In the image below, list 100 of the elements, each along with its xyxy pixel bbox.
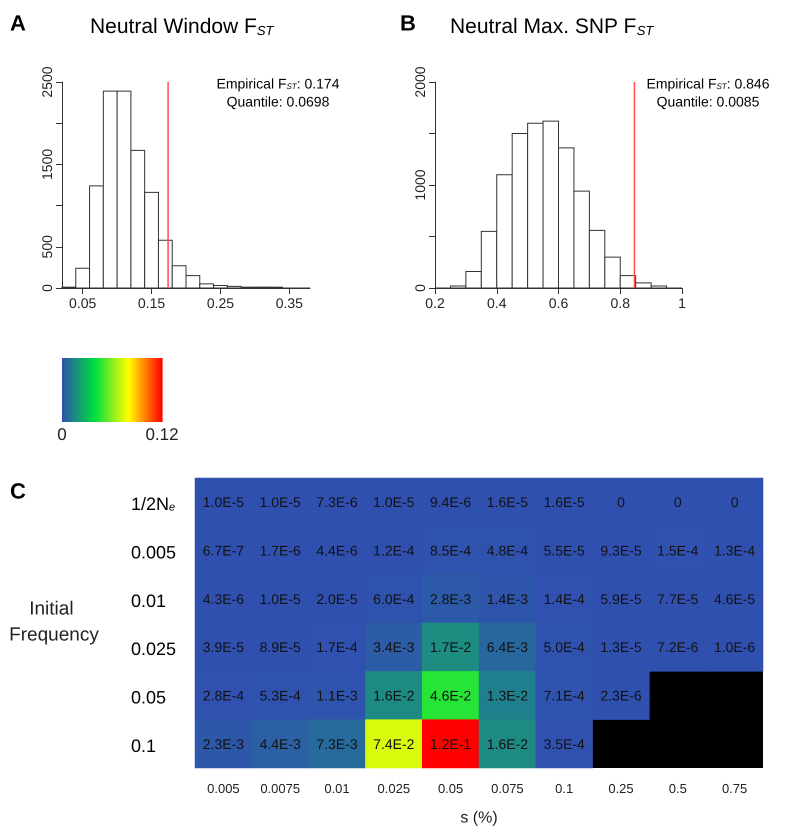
data-label: 1.6E-5 <box>544 494 586 510</box>
data-label: 2.0E-5 <box>316 590 358 607</box>
data-label: 1.5E-4 <box>657 542 699 558</box>
text: A <box>10 10 26 36</box>
x-tick-label: 0.0075 <box>260 781 300 796</box>
data-label: 3.5E-4 <box>544 736 586 752</box>
x-tick-label: 0.025 <box>378 781 410 796</box>
data-label: 1.7E-4 <box>316 639 358 656</box>
data-label: 0 <box>674 494 682 510</box>
chart-title: Neutral Window FST <box>90 15 275 38</box>
data-label: 1.7E-6 <box>260 542 302 558</box>
data-label: 1.3E-5 <box>600 639 642 656</box>
data-label: 1.2E-4 <box>373 542 415 558</box>
data-label: 7.4E-2 <box>373 736 415 752</box>
data-label: 2.3E-3 <box>202 736 244 752</box>
x-tick-label: 0.005 <box>207 781 240 796</box>
annotation: Empirical FST: 0.846 <box>646 76 770 92</box>
x-tick-label: 0.25 <box>206 295 234 311</box>
x-tick-label: 0.05 <box>438 781 464 796</box>
data-label: 9.4E-6 <box>430 494 472 510</box>
y-tick-label: 0 <box>412 284 428 292</box>
chart-title: Neutral Max. SNP FST <box>450 15 654 38</box>
data-label: 2.8E-3 <box>430 590 472 607</box>
data-label: 4.6E-2 <box>430 688 472 704</box>
y-tick-label: 0.005 <box>131 542 176 562</box>
data-label: 7.2E-6 <box>657 639 699 656</box>
x-tick-label: 0.4 <box>487 295 507 311</box>
data-label: 7.3E-3 <box>316 736 358 752</box>
data-label: 4.4E-6 <box>316 542 358 558</box>
data-label: 7.3E-6 <box>316 494 358 510</box>
data-label: 1.2E-1 <box>430 736 472 752</box>
data-label: 3.4E-3 <box>373 639 415 656</box>
data-label: 0 <box>617 494 626 510</box>
data-label: 1.0E-5 <box>202 494 244 510</box>
data-label: 0 <box>730 494 739 510</box>
y-tick-label: 500 <box>39 234 55 258</box>
x-tick-label: 0.6 <box>548 295 568 311</box>
data-label: 1.0E-5 <box>260 590 302 607</box>
text: C <box>10 478 26 504</box>
data-label: 1.4E-3 <box>486 590 528 607</box>
data-label: 1.7E-2 <box>430 639 472 656</box>
data-label: 7.1E-4 <box>544 688 586 704</box>
x-tick-label: 0.5 <box>668 781 687 796</box>
color-bar-label: 0 <box>57 425 67 444</box>
data-label: 1.3E-4 <box>714 542 756 558</box>
data-label: 1.0E-5 <box>260 494 302 510</box>
x-axis-title: s (%) <box>460 810 498 826</box>
data-label: 4.4E-3 <box>260 736 302 752</box>
data-label: 4.8E-4 <box>486 542 528 558</box>
data-label: 1.0E-5 <box>373 494 415 510</box>
x-tick-label: 1 <box>678 295 686 311</box>
y-tick-label: 0.025 <box>131 639 176 660</box>
x-tick-label: 0.2 <box>425 295 445 311</box>
y-axis-title: Initial Frequency <box>9 598 100 646</box>
data-label: 1.6E-2 <box>373 688 415 704</box>
annotation: Quantile: 0.0085 <box>656 94 760 110</box>
y-tick-label: 0.1 <box>131 736 156 756</box>
data-label: 1.0E-6 <box>714 639 756 656</box>
data-label: 5.0E-4 <box>544 639 586 656</box>
data-label: 6.7E-7 <box>202 542 244 558</box>
data-label: 8.5E-4 <box>430 542 472 558</box>
data-label: 4.6E-5 <box>714 590 756 607</box>
annotation: Empirical FST: 0.174 <box>216 76 340 92</box>
data-label: 1.1E-3 <box>316 688 358 704</box>
data-label: 1.4E-4 <box>544 590 586 607</box>
x-tick-label: 0.05 <box>69 295 97 311</box>
data-label: 6.0E-4 <box>373 590 415 607</box>
data-label: 2.3E-6 <box>600 688 642 704</box>
data-label: 2.8E-4 <box>202 688 244 704</box>
y-tick-label: 1500 <box>39 148 55 180</box>
y-tick-label: 0.01 <box>131 590 166 611</box>
text: B <box>400 10 416 36</box>
data-label: 1.6E-5 <box>486 494 528 510</box>
data-label: 5.3E-4 <box>260 688 302 704</box>
y-tick-label: 0 <box>39 284 55 292</box>
data-label: 6.4E-3 <box>486 639 528 656</box>
x-tick-label: 0.15 <box>138 295 166 311</box>
y-tick-label: 1000 <box>412 169 428 201</box>
x-tick-label: 0.8 <box>610 295 630 311</box>
data-label: 5.5E-5 <box>544 542 586 558</box>
data-label: 1.6E-2 <box>486 736 528 752</box>
data-label: 5.9E-5 <box>600 590 642 607</box>
data-label: 7.7E-5 <box>657 590 699 607</box>
data-label: 8.9E-5 <box>260 639 302 656</box>
x-tick-label: 0.75 <box>722 781 748 796</box>
x-tick-label: 0.01 <box>324 781 350 796</box>
data-label: 9.3E-5 <box>600 542 642 558</box>
annotation: Quantile: 0.0698 <box>226 94 330 110</box>
color-bar-label: 0.12 <box>145 425 179 444</box>
y-tick-label: 2000 <box>412 66 428 98</box>
x-tick-label: 0.1 <box>555 781 574 796</box>
x-tick-label: 0.35 <box>276 295 304 311</box>
data-label: 3.9E-5 <box>202 639 244 656</box>
data-label: 1.3E-2 <box>486 688 528 704</box>
y-tick-label: 0.05 <box>131 688 166 708</box>
y-tick-label: 2500 <box>39 66 55 98</box>
x-tick-label: 0.075 <box>491 781 524 796</box>
data-label: 4.3E-6 <box>202 590 244 607</box>
x-tick-label: 0.25 <box>608 781 634 796</box>
y-tick-label: 1/2Ne <box>131 494 176 514</box>
